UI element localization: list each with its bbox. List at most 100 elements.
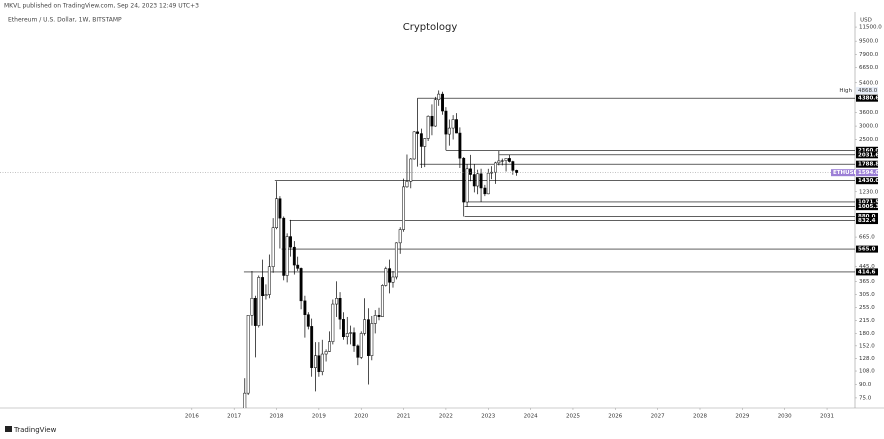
high-label: 4868.0	[858, 88, 878, 94]
x-tick-label: 2021	[397, 414, 411, 420]
candle-body	[370, 323, 374, 356]
y-tick-label: 365.0	[859, 279, 875, 285]
x-tick-label: 2031	[820, 414, 834, 420]
y-tick-label: 11500.0	[859, 25, 882, 31]
y-tick-label: 180.0	[859, 331, 875, 337]
candle-body	[250, 298, 254, 316]
x-tick-label: 2024	[524, 414, 538, 420]
x-tick-label: 2019	[312, 414, 326, 420]
candle-body	[253, 298, 257, 326]
candle-body	[299, 268, 303, 302]
level-tag	[856, 94, 878, 102]
y-tick-label: 3000.0	[859, 124, 879, 130]
candle-body	[426, 115, 430, 139]
candle-body	[317, 355, 321, 372]
candle-body	[349, 332, 353, 334]
candle-body	[444, 110, 448, 135]
candle-body	[394, 242, 398, 278]
candle-body	[243, 392, 247, 408]
symbol-info: Ethereum / U.S. Dollar, 1W, BITSTAMP	[8, 17, 122, 24]
level-tag	[856, 212, 878, 220]
candle-body	[356, 345, 360, 358]
level-tag	[856, 160, 878, 168]
attribution: MKVL published on TradingView.com, Sep 2…	[4, 3, 199, 10]
candle-body	[246, 315, 250, 394]
candle-body	[275, 198, 278, 228]
candle-body	[465, 168, 469, 203]
candle-body	[331, 303, 335, 342]
candle-body	[391, 276, 395, 283]
candle-body	[278, 198, 282, 219]
candle-body	[303, 300, 307, 315]
y-tick-label: 445.0	[859, 264, 875, 270]
candle-body	[494, 162, 497, 173]
candle-body	[409, 158, 413, 182]
candle-body	[441, 93, 444, 112]
candle-body	[458, 132, 462, 159]
candle-body	[285, 236, 289, 276]
x-tick-label: 2026	[608, 414, 622, 420]
candle-body	[497, 160, 501, 164]
candle-body	[500, 160, 504, 162]
level-tag	[856, 198, 878, 206]
level-label: 1071.5	[858, 199, 879, 205]
candle-body	[412, 131, 416, 160]
candle-body	[437, 93, 441, 100]
x-tick-label: 2023	[481, 414, 495, 420]
last-name: ETHUSD	[833, 170, 859, 176]
candle-body	[310, 326, 314, 368]
x-tick-label: 2016	[185, 414, 199, 420]
candle-body	[384, 268, 388, 286]
x-tick-label: 2027	[651, 414, 665, 420]
candle-body	[271, 227, 275, 267]
x-tick-label: 2017	[227, 414, 241, 420]
candle-body	[476, 173, 480, 187]
y-tick-label: 3600.0	[859, 110, 879, 116]
candle-body	[451, 119, 455, 129]
candle-body	[479, 173, 483, 189]
y-tick-label: 215.0	[859, 318, 875, 324]
candle-body	[455, 119, 458, 134]
level-tag	[856, 151, 878, 159]
y-tick-label: 7900.0	[859, 52, 879, 58]
y-tick-label: 75.0	[859, 395, 872, 401]
candle-body	[320, 353, 324, 372]
x-tick-label: 2030	[778, 414, 792, 420]
level-label: 2031.6	[858, 152, 879, 158]
level-tag	[856, 203, 878, 211]
last-price-tag	[856, 169, 878, 177]
y-tick-label: 108.0	[859, 369, 875, 375]
y-tick-label: 305.0	[859, 292, 875, 298]
level-label: 832.4	[858, 218, 876, 224]
candle-body	[515, 170, 519, 173]
y-tick-label: 665.0	[859, 235, 875, 241]
level-tag	[856, 146, 878, 154]
candle-body	[416, 131, 419, 134]
x-tick-label: 2018	[270, 414, 284, 420]
candle-body	[486, 172, 490, 195]
candle-body	[447, 127, 451, 135]
candle-body	[373, 315, 377, 324]
candle-body	[419, 133, 423, 147]
y-tick-label: 152.0	[859, 343, 875, 349]
candle-body	[261, 277, 264, 297]
x-tick-label: 2022	[439, 414, 453, 420]
y-tick-label: 90.0	[859, 382, 872, 388]
high-name: High	[839, 88, 852, 94]
candle-body	[472, 174, 476, 187]
y-tick-label: 5400.0	[859, 80, 879, 86]
level-label: 1788.8	[858, 162, 879, 168]
candle-body	[380, 285, 384, 317]
y-tick-label: 6650.0	[859, 65, 879, 71]
level-tag	[856, 245, 878, 253]
level-label: 414.6	[858, 269, 876, 275]
candle-body	[296, 264, 300, 269]
candle-body	[377, 315, 381, 317]
logo: TradingView	[5, 426, 57, 434]
candle-body	[462, 157, 466, 203]
x-tick-label: 2025	[566, 414, 580, 420]
last-price-label: 1594.0	[858, 170, 879, 176]
y-tick-label: 255.0	[859, 305, 875, 311]
candle-body	[306, 314, 310, 327]
